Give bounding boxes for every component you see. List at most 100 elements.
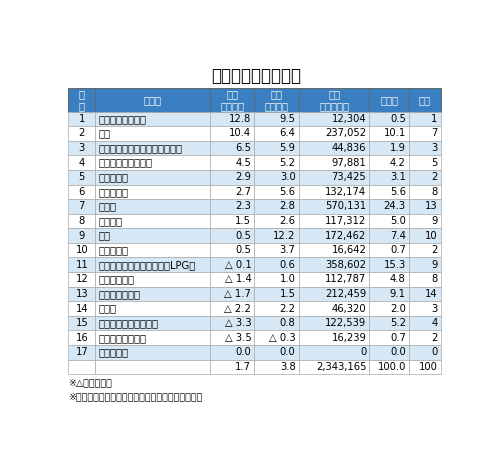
- Text: 3: 3: [78, 143, 85, 153]
- Text: 金額
（百万円）: 金額 （百万円）: [319, 89, 349, 111]
- Text: 0.7: 0.7: [390, 333, 406, 343]
- Text: 建設: 建設: [98, 230, 110, 240]
- Text: 2.9: 2.9: [236, 172, 252, 182]
- Text: 0.0: 0.0: [280, 347, 295, 357]
- Bar: [370, 126, 409, 141]
- Bar: [370, 228, 409, 243]
- Text: 1: 1: [432, 114, 438, 124]
- Text: 不動産・物品賃貸: 不動産・物品賃貸: [98, 114, 146, 124]
- Text: 12: 12: [76, 274, 88, 284]
- Bar: [370, 243, 409, 258]
- Bar: [409, 287, 441, 301]
- Bar: [298, 228, 370, 243]
- Text: 0.5: 0.5: [390, 114, 406, 124]
- Bar: [370, 301, 409, 316]
- Bar: [96, 170, 210, 185]
- Text: 1.0: 1.0: [280, 274, 295, 284]
- Text: リース・クレジット・信用保証: リース・クレジット・信用保証: [98, 143, 182, 153]
- Bar: [68, 199, 96, 214]
- Text: 11: 11: [76, 260, 88, 270]
- Text: 17: 17: [76, 347, 88, 357]
- Text: 3.1: 3.1: [390, 172, 406, 182]
- Text: 12.8: 12.8: [229, 114, 252, 124]
- Text: 44,836: 44,836: [332, 143, 366, 153]
- Bar: [254, 111, 298, 126]
- Bar: [96, 141, 210, 155]
- Text: 6.5: 6.5: [236, 143, 252, 153]
- Bar: [254, 330, 298, 345]
- Text: ※△はマイナス: ※△はマイナス: [68, 378, 112, 387]
- Bar: [210, 287, 254, 301]
- Text: 4.8: 4.8: [390, 274, 406, 284]
- Bar: [96, 359, 210, 374]
- Text: 12.2: 12.2: [273, 230, 295, 240]
- Text: 9: 9: [432, 216, 438, 226]
- Bar: [409, 170, 441, 185]
- Text: 業種別増収・減収率: 業種別増収・減収率: [211, 68, 301, 85]
- Text: 4: 4: [78, 158, 85, 168]
- Text: 16: 16: [76, 333, 88, 343]
- Bar: [210, 316, 254, 330]
- Bar: [210, 301, 254, 316]
- Bar: [370, 141, 409, 155]
- Bar: [96, 228, 210, 243]
- Bar: [254, 88, 298, 111]
- Bar: [409, 258, 441, 272]
- Text: 業　種: 業 種: [144, 95, 162, 105]
- Text: エネルギー（電気・石油・LPG）: エネルギー（電気・石油・LPG）: [98, 260, 196, 270]
- Bar: [254, 185, 298, 199]
- Text: その他製造: その他製造: [98, 347, 128, 357]
- Bar: [254, 155, 298, 170]
- Bar: [210, 345, 254, 359]
- Bar: [68, 330, 96, 345]
- Text: 0.0: 0.0: [236, 347, 252, 357]
- Text: 0.7: 0.7: [390, 245, 406, 255]
- Text: 12,304: 12,304: [332, 114, 366, 124]
- Bar: [298, 301, 370, 316]
- Bar: [370, 199, 409, 214]
- Text: 9.5: 9.5: [280, 114, 295, 124]
- Bar: [254, 141, 298, 155]
- Text: 9: 9: [432, 260, 438, 270]
- Text: △ 0.1: △ 0.1: [224, 260, 252, 270]
- Text: 5: 5: [78, 172, 85, 182]
- Text: ホテル: ホテル: [98, 304, 116, 314]
- Text: 8: 8: [432, 274, 438, 284]
- Text: 0.5: 0.5: [236, 245, 252, 255]
- Text: 13: 13: [76, 289, 88, 299]
- Text: 132,174: 132,174: [325, 187, 366, 197]
- Bar: [210, 214, 254, 228]
- Bar: [409, 330, 441, 345]
- Bar: [210, 330, 254, 345]
- Text: 100.0: 100.0: [378, 362, 406, 372]
- Text: 2: 2: [78, 129, 85, 139]
- Text: ※増減収率は今回ランキング入りした企業の前年比: ※増減収率は今回ランキング入りした企業の前年比: [68, 393, 202, 401]
- Text: 172,462: 172,462: [325, 230, 366, 240]
- Bar: [68, 228, 96, 243]
- Bar: [298, 214, 370, 228]
- Bar: [68, 301, 96, 316]
- Text: 8: 8: [78, 216, 85, 226]
- Bar: [409, 155, 441, 170]
- Bar: [68, 345, 96, 359]
- Text: 2: 2: [432, 245, 438, 255]
- Bar: [210, 185, 254, 199]
- Text: 15.3: 15.3: [384, 260, 406, 270]
- Bar: [210, 243, 254, 258]
- Text: 46,320: 46,320: [332, 304, 366, 314]
- Text: △ 1.7: △ 1.7: [224, 289, 252, 299]
- Text: 社数: 社数: [419, 95, 431, 105]
- Text: 7: 7: [78, 201, 85, 211]
- Bar: [68, 111, 96, 126]
- Bar: [254, 316, 298, 330]
- Bar: [254, 214, 298, 228]
- Bar: [409, 272, 441, 287]
- Text: 10: 10: [76, 245, 88, 255]
- Text: 家電・特機: 家電・特機: [98, 245, 128, 255]
- Bar: [210, 141, 254, 155]
- Text: 5.6: 5.6: [390, 187, 406, 197]
- Bar: [210, 258, 254, 272]
- Text: 14: 14: [425, 289, 438, 299]
- Text: 14: 14: [76, 304, 88, 314]
- Text: 3: 3: [432, 304, 438, 314]
